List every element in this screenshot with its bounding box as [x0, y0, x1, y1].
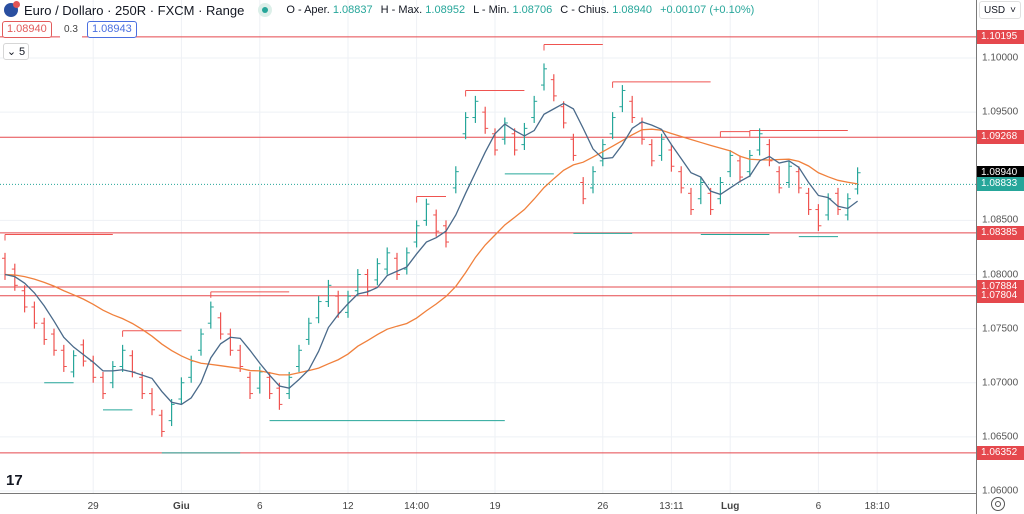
ma-price-tag: 1.08833: [977, 177, 1024, 192]
time-tick-label: 26: [597, 501, 609, 512]
currency-label: USD: [984, 4, 1006, 16]
level-price-tag: 1.09268: [977, 130, 1024, 145]
tradingview-logo[interactable]: 17: [6, 472, 23, 489]
price-axis[interactable]: [976, 0, 1024, 514]
price-tick-label: 1.10000: [982, 52, 1019, 64]
symbol-legend: Euro / Dollaro · 250R · FXCM · Range O -…: [4, 1, 759, 18]
time-tick-label: 6: [257, 501, 263, 512]
currency-select[interactable]: USD ˅: [979, 1, 1021, 19]
sell-button[interactable]: 1.08940: [2, 21, 52, 38]
time-tick-label: 18:10: [864, 501, 890, 512]
high-value: 1.08952: [425, 4, 466, 16]
market-open-status-icon: [258, 3, 273, 17]
ohlc-values: O - Aper. 1.08837 H - Max. 1.08952 L - M…: [286, 4, 759, 16]
time-tick-label: Giu: [173, 501, 190, 512]
time-tick-label: 12: [342, 501, 354, 512]
chevron-down-icon: ˅: [1010, 4, 1016, 16]
fast-moving-average-line: [4, 102, 858, 406]
buy-button[interactable]: 1.08943: [87, 21, 137, 38]
price-tick-label: 1.08500: [982, 214, 1019, 226]
price-tick-label: 1.08000: [982, 269, 1019, 280]
open-label: O - Aper.: [286, 4, 330, 16]
open-value: 1.08837: [332, 4, 373, 16]
level-price-tag: 1.06352: [977, 445, 1024, 460]
price-tick-label: 1.07500: [982, 323, 1019, 335]
slow-moving-average-line: [4, 128, 858, 376]
low-value: 1.08706: [512, 4, 553, 16]
spread-value: 0.3: [60, 23, 82, 40]
symbol-title[interactable]: Euro / Dollaro · 250R · FXCM · Range: [24, 2, 245, 18]
eur-usd-flag-icon: [4, 1, 20, 17]
settings-icon[interactable]: [991, 497, 1005, 511]
indicators-count: 5: [19, 45, 26, 58]
change-value: +0.00107 (+0.10%): [660, 4, 755, 16]
time-tick-label: 13:11: [659, 501, 684, 512]
last-price-tag: 1.08940: [977, 165, 1024, 180]
level-price-tag: 1.10195: [977, 29, 1024, 44]
price-tick-label: 1.06500: [982, 431, 1019, 443]
indicators-toggle-button[interactable]: ⌄ 5: [3, 43, 29, 60]
level-price-tag: 1.08385: [977, 225, 1024, 240]
time-tick-label: 14:00: [404, 501, 430, 512]
time-tick-label: 29: [87, 501, 99, 512]
chevron-down-icon: ⌄: [6, 46, 17, 58]
price-tick-label: 1.07000: [982, 377, 1019, 389]
price-tick-label: 1.06000: [982, 485, 1019, 497]
high-label: H - Max.: [380, 4, 423, 16]
level-price-tag: 1.07804: [977, 288, 1024, 303]
low-label: L - Min.: [473, 4, 510, 16]
price-chart[interactable]: [0, 0, 976, 493]
price-tick-label: 1.09500: [982, 106, 1019, 118]
time-axis[interactable]: [0, 493, 976, 514]
close-label: C - Chius.: [560, 4, 610, 16]
time-tick-label: Lug: [721, 501, 740, 512]
time-tick-label: 19: [489, 501, 501, 512]
close-value: 1.08940: [612, 4, 653, 16]
time-tick-label: 6: [815, 501, 822, 512]
